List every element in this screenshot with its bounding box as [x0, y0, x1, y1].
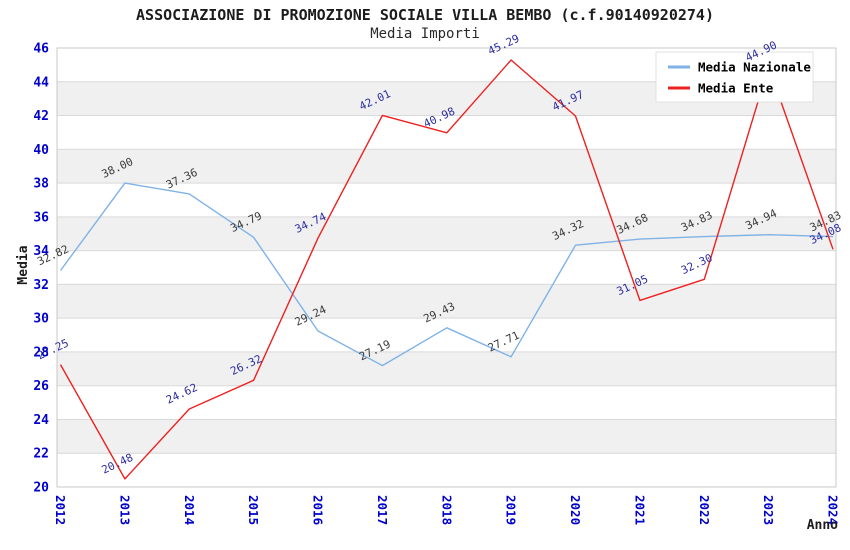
x-tick-label: 2019 — [504, 495, 519, 525]
plot-band — [57, 250, 836, 285]
x-axis-title: Anno — [807, 518, 838, 533]
x-tick-label: 2017 — [375, 495, 390, 525]
x-tick-label: 2024 — [826, 495, 841, 525]
legend-box — [655, 51, 814, 103]
x-tick-label: 2013 — [117, 495, 132, 525]
plot-band — [57, 284, 836, 319]
plot-border — [56, 47, 837, 488]
y-tick-label: 20 — [33, 481, 49, 496]
y-tick-label: 42 — [33, 109, 49, 124]
x-tick-label: 2015 — [246, 495, 261, 525]
y-tick-label: 30 — [33, 312, 49, 327]
y-tick-label: 36 — [33, 210, 49, 225]
plot-band — [57, 149, 836, 184]
y-tick-label: 38 — [33, 177, 49, 192]
y-axis-title: Media — [16, 245, 31, 284]
y-tick-label: 46 — [33, 42, 49, 57]
plot-band — [57, 183, 836, 217]
legend-label-media-nazionale: Media Nazionale — [698, 60, 811, 75]
gridlines — [57, 81, 836, 454]
plot-band — [57, 351, 836, 386]
plot-band — [57, 453, 836, 487]
y-tick-label: 28 — [33, 345, 49, 360]
chart-subtitle: Media Importi — [370, 26, 480, 42]
x-tick-label: 2020 — [568, 495, 583, 525]
x-tick-label: 2018 — [439, 495, 454, 525]
series-line-media-ente — [59, 59, 834, 480]
y-tick-label: 32 — [33, 278, 49, 293]
x-tick-label: 2014 — [182, 495, 197, 525]
series-line-media-nazionale — [59, 182, 834, 367]
plot-band — [57, 216, 836, 251]
y-tick-label: 24 — [33, 413, 49, 428]
chart-title: ASSOCIAZIONE DI PROMOZIONE SOCIALE VILLA… — [136, 6, 714, 24]
legend: Media Nazionale Media Ente — [655, 51, 814, 103]
y-tick-label: 40 — [33, 143, 49, 158]
plot-band — [57, 318, 836, 352]
plot-band — [57, 385, 836, 420]
y-tick-label: 22 — [33, 447, 49, 462]
x-tick-label: 2021 — [632, 495, 647, 525]
x-tick-label: 2023 — [761, 495, 776, 525]
legend-label-media-ente: Media Ente — [698, 81, 774, 96]
y-tick-label: 26 — [33, 379, 49, 394]
series-lines — [59, 59, 834, 480]
y-tick-label: 44 — [33, 75, 49, 90]
plot-band — [57, 419, 836, 454]
x-tick-label: 2012 — [53, 495, 68, 525]
plot-frame — [56, 47, 837, 488]
x-tick-label: 2022 — [697, 495, 712, 525]
x-tick-label: 2016 — [311, 495, 326, 525]
y-tick-label: 34 — [33, 244, 49, 259]
